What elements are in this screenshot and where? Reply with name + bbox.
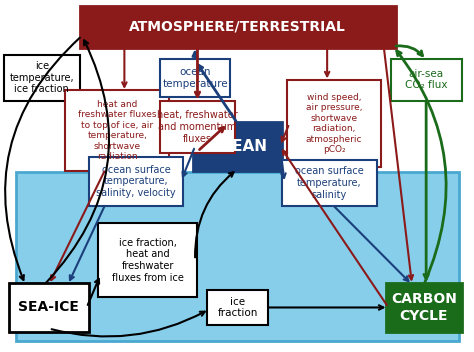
FancyBboxPatch shape: [207, 290, 268, 325]
FancyBboxPatch shape: [9, 283, 89, 332]
FancyBboxPatch shape: [65, 90, 169, 171]
FancyBboxPatch shape: [4, 55, 80, 101]
FancyBboxPatch shape: [80, 6, 395, 48]
FancyBboxPatch shape: [160, 101, 235, 153]
Text: wind speed,
air pressure,
shortwave
radiation,
atmospheric
pCO₂: wind speed, air pressure, shortwave radi…: [306, 93, 363, 154]
FancyBboxPatch shape: [16, 172, 459, 341]
FancyBboxPatch shape: [99, 223, 198, 297]
FancyBboxPatch shape: [391, 58, 462, 101]
Text: ocean surface
temperature,
salinity, velocity: ocean surface temperature, salinity, vel…: [96, 165, 176, 198]
Text: air-sea
CO₂ flux: air-sea CO₂ flux: [405, 69, 447, 90]
Text: heat, freshwater
and momentum
fluxes: heat, freshwater and momentum fluxes: [157, 110, 238, 144]
Text: ice fraction,
heat and
freshwater
fluxes from ice: ice fraction, heat and freshwater fluxes…: [112, 238, 184, 283]
FancyBboxPatch shape: [193, 122, 283, 171]
FancyBboxPatch shape: [287, 80, 382, 167]
Text: heat and
freshwater fluxes
to top of ice, air
temperature,
shortwave
radiation: heat and freshwater fluxes to top of ice…: [78, 100, 156, 161]
Text: ocean
temperature: ocean temperature: [162, 67, 228, 89]
Text: CARBON
CYCLE: CARBON CYCLE: [391, 293, 457, 322]
FancyBboxPatch shape: [386, 283, 462, 332]
FancyBboxPatch shape: [283, 160, 377, 206]
Text: OCEAN: OCEAN: [208, 139, 267, 154]
Text: ice
fraction: ice fraction: [218, 297, 258, 318]
Text: ice
temperature,
ice fraction: ice temperature, ice fraction: [9, 61, 74, 94]
Text: ocean surface
temperature,
salinity: ocean surface temperature, salinity: [295, 166, 364, 200]
Text: ATMOSPHERE/TERRESTRIAL: ATMOSPHERE/TERRESTRIAL: [129, 20, 346, 34]
Text: SEA-ICE: SEA-ICE: [18, 301, 79, 314]
FancyBboxPatch shape: [160, 58, 230, 97]
FancyBboxPatch shape: [89, 157, 183, 206]
